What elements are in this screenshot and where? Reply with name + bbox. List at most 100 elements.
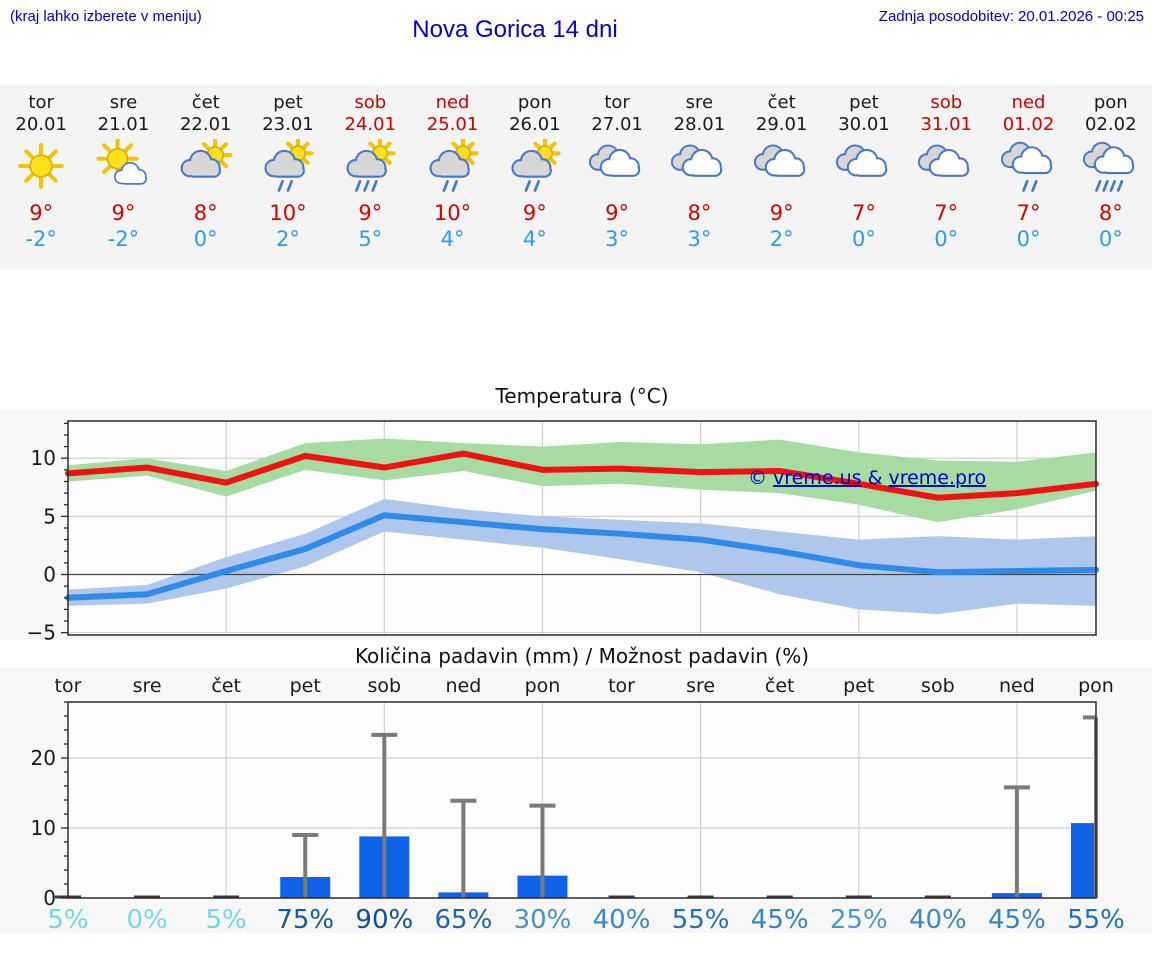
watermark-link[interactable]: © vreme.us & vreme.pro: [748, 467, 986, 489]
precip-day-label: pon: [525, 675, 561, 697]
day-low-temp: -2°: [25, 227, 57, 251]
day-name: sre: [109, 92, 138, 113]
day-low-temp: 3°: [687, 227, 712, 251]
precip-probability: 0%: [126, 905, 167, 935]
temperature-chart-title: Temperatura (°C): [494, 385, 668, 408]
precip-day-label: čet: [211, 675, 241, 697]
day-low-temp: 2°: [769, 227, 794, 251]
precip-y-tick-label: 10: [31, 816, 56, 840]
day-name: ned: [435, 92, 470, 113]
day-icon: [905, 139, 987, 197]
weather-icon-partly-cloudy-light-rain: [428, 137, 479, 192]
day-low-temp: 5°: [358, 227, 383, 251]
day-date: 01.02: [1002, 114, 1055, 135]
day-date: 27.01: [591, 114, 643, 135]
page-title: Nova Gorica 14 dni: [412, 16, 618, 43]
day-icon: [987, 139, 1069, 197]
precip-probability: 55%: [1067, 905, 1125, 935]
day-low-temp: 0°: [193, 227, 218, 251]
weather-icon-cloudy-rain: [1082, 141, 1135, 192]
day-name: tor: [604, 92, 630, 113]
day-low-temp: 0°: [934, 227, 959, 251]
precip-probability: 75%: [276, 905, 334, 935]
day-name: pet: [849, 92, 879, 113]
forecast-strip: tor 20.01 9° -2° sre 21.01 9° -2° čet 22.01 8° 0° pe…: [0, 85, 1152, 270]
day-high-temp: 7°: [852, 201, 876, 225]
weather-icon-sun-small-cloud: [96, 137, 148, 185]
day-high-temp: 7°: [1016, 201, 1041, 225]
precip-probability: 90%: [355, 905, 413, 935]
day-high-temp: 8°: [1098, 201, 1123, 225]
precipitation-chart-title: Količina padavin (mm) / Možnost padavin …: [355, 644, 809, 668]
day-high-temp: 9°: [111, 201, 136, 225]
day-date: 29.01: [755, 114, 808, 135]
sun-shape: [96, 137, 140, 180]
forecast-day: sre 21.01 9° -2°: [82, 85, 164, 270]
weather-icon-cloudy: [918, 144, 970, 177]
day-name: pon: [1093, 92, 1128, 113]
weather-icon-cloudy: [753, 144, 805, 177]
precip-day-label: sob: [368, 675, 402, 697]
precip-probability: 5%: [47, 905, 88, 935]
forecast-day: ned 25.01 10° 4°: [411, 85, 493, 270]
day-name: tor: [28, 92, 54, 113]
day-date: 20.01: [15, 114, 67, 135]
precip-probability: 45%: [751, 905, 809, 935]
day-low-temp: 0°: [852, 227, 876, 251]
day-low-temp: 3°: [605, 227, 630, 251]
day-high-temp: 9°: [605, 201, 630, 225]
precip-probability: 45%: [988, 905, 1046, 935]
precip-day-label: ned: [445, 675, 481, 697]
precip-day-label: pet: [843, 675, 874, 697]
day-name: pet: [273, 92, 303, 113]
precip-day-label: pet: [290, 675, 321, 697]
day-low-temp: 0°: [1016, 227, 1041, 251]
forecast-day: čet 29.01 9° 2°: [741, 85, 823, 270]
forecast-day: pet 23.01 10° 2°: [247, 85, 329, 270]
day-high-temp: 10°: [433, 201, 472, 225]
day-low-temp: 4°: [522, 227, 547, 251]
forecast-day: čet 22.01 8° 0°: [165, 85, 247, 270]
forecast-day: sre 28.01 8° 3°: [658, 85, 740, 270]
day-name: ned: [1011, 92, 1046, 113]
day-high-temp: 8°: [687, 201, 712, 225]
day-name: sob: [930, 92, 963, 113]
precipitation-chart: Količina padavin (mm) / Možnost padavin …: [0, 644, 1152, 935]
temp-y-tick-label: 5: [43, 504, 56, 528]
day-high-temp: 9°: [769, 201, 794, 225]
day-icon: [1070, 139, 1152, 197]
day-high-temp: 9°: [29, 201, 54, 225]
precip-probability: 5%: [206, 905, 247, 935]
weather-icon-cloudy: [835, 144, 888, 177]
temp-y-tick-label: 10: [31, 446, 56, 470]
weather-icon-sun: [18, 143, 65, 189]
day-high-temp: 9°: [358, 201, 383, 225]
day-name: sre: [685, 92, 714, 113]
day-date: 02.02: [1085, 114, 1137, 135]
forecast-day: pon 02.02 8° 0°: [1070, 85, 1152, 270]
precip-day-label: sre: [686, 675, 715, 697]
day-date: 30.01: [838, 114, 890, 135]
precip-day-label: sob: [921, 675, 955, 697]
day-date: 23.01: [262, 114, 314, 135]
forecast-day: tor 27.01 9° 3°: [576, 85, 658, 270]
day-date: 25.01: [426, 114, 479, 135]
day-icon: [329, 137, 411, 197]
day-low-temp: -2°: [107, 227, 140, 251]
day-name: sob: [354, 92, 387, 113]
day-icon: [823, 139, 905, 197]
day-icon: [165, 137, 247, 197]
day-icon: [0, 139, 82, 197]
weather-icon-cloudy: [671, 144, 723, 177]
precip-probability: 65%: [434, 905, 492, 935]
day-date: 22.01: [179, 114, 232, 135]
precip-day-label: tor: [608, 675, 635, 697]
forecast-day: sob 24.01 9° 5°: [329, 85, 411, 270]
day-high-temp: 9°: [522, 201, 547, 225]
temp-y-tick-label: −5: [27, 621, 56, 640]
day-high-temp: 10°: [269, 201, 307, 225]
precip-probability: 40%: [593, 905, 651, 935]
day-icon: [82, 137, 164, 197]
weather-icon-partly-cloudy: [180, 137, 233, 178]
